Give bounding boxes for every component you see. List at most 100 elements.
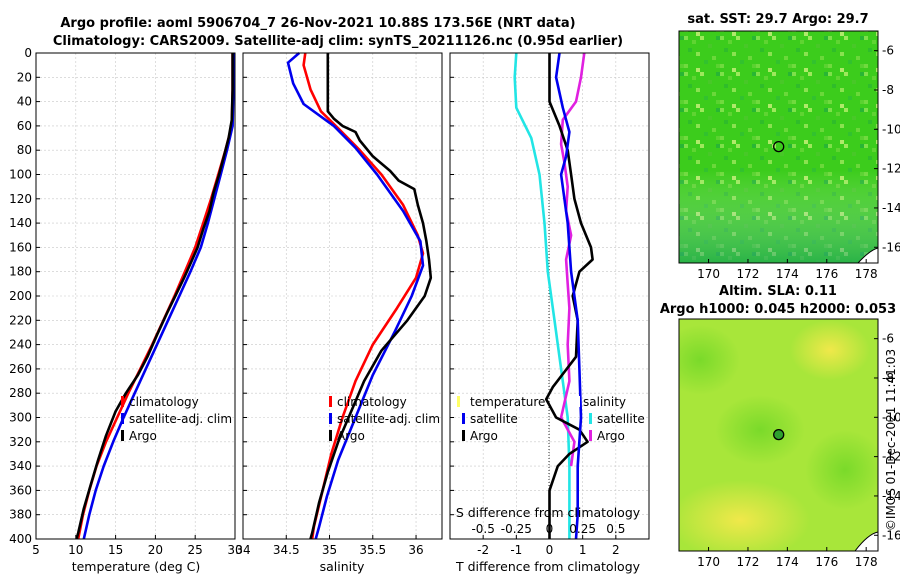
- sla-map-ticks: 170 172 174 176 178 -6 -8 -10 -12 -14 -16: [697, 332, 900, 569]
- difference-top-ticks: -0.5 -0.25 0 0.25 0.5: [471, 522, 625, 536]
- legend-argo-swatch: [329, 430, 332, 441]
- map-y-tick-label: -10: [882, 122, 900, 136]
- map-x-tick-label: 170: [697, 555, 720, 569]
- sla-low-region: [805, 430, 878, 510]
- y-tick-label: 340: [9, 459, 32, 473]
- map-x-tick-label: 176: [815, 555, 838, 569]
- difference-xlabel: T difference from climatology: [455, 559, 641, 574]
- legend-argo: Argo: [337, 429, 365, 443]
- series-line-salinity-argo-satellite: [554, 52, 583, 540]
- map-y-tick-label: -12: [882, 162, 900, 176]
- map-y-tick-label: -12: [882, 450, 900, 464]
- y-tick-label: 40: [17, 95, 32, 109]
- top-x-tick-label: -0.5: [471, 522, 494, 536]
- legend-salinity-swatch: [577, 396, 580, 407]
- y-tick-label: 220: [9, 313, 32, 327]
- argo-location-marker: [773, 140, 785, 153]
- y-tick-label: 20: [17, 70, 32, 84]
- legend-satellite-swatch: [329, 413, 332, 424]
- map-y-tick-label: -8: [882, 83, 894, 97]
- difference-legend-left: temperature satellite Argo: [457, 395, 545, 443]
- top-x-tick-label: 0: [546, 522, 554, 536]
- x-tick-label: 34: [235, 543, 250, 557]
- x-tick-label: 25: [188, 543, 203, 557]
- salinity-panel: 34 34.5 35 35.5 36 salinity climatology sate…: [235, 52, 443, 574]
- y-tick-label: 280: [9, 386, 32, 400]
- x-tick-label: 1: [579, 543, 587, 557]
- sla-map-frame: [678, 318, 879, 552]
- legend-climatology: climatology: [129, 395, 199, 409]
- sst-coastline: [857, 247, 878, 263]
- y-tick-label: 320: [9, 435, 32, 449]
- title-line-1: Argo profile: aoml 5906704_7 26-Nov-2021…: [60, 16, 575, 31]
- salinity-legend: climatology satellite-adj. clim Argo: [329, 395, 440, 443]
- salinity-xlabel: salinity: [320, 559, 365, 574]
- legend-satellite-swatch: [121, 413, 124, 424]
- y-tick-label: 160: [9, 240, 32, 254]
- legend-argo: Argo: [597, 429, 625, 443]
- legend-argo: Argo: [129, 429, 157, 443]
- y-tick-label: 200: [9, 289, 32, 303]
- x-tick-label: -1: [510, 543, 522, 557]
- map-x-tick-label: 172: [737, 555, 760, 569]
- y-tick-label: 0: [24, 46, 32, 60]
- difference-top-xlabel: S difference from climatology: [456, 505, 641, 520]
- legend-satellite-swatch: [462, 413, 465, 424]
- series-line-argo: [309, 53, 433, 540]
- top-x-tick-label: -0.25: [501, 522, 532, 536]
- series-line-satellite-adj-clim: [82, 53, 235, 540]
- map-y-tick-label: -16: [882, 240, 900, 254]
- top-x-tick-label: 0.5: [606, 522, 625, 536]
- y-tick-label: 140: [9, 216, 32, 230]
- x-tick-label: 0: [546, 543, 554, 557]
- x-tick-label: 20: [148, 543, 163, 557]
- sst-map-title: sat. SST: 29.7 Argo: 29.7: [687, 12, 868, 27]
- x-tick-label: 15: [108, 543, 123, 557]
- temperature-lines: [75, 53, 235, 540]
- map-x-tick-label: 174: [776, 267, 799, 281]
- sla-high-region: [790, 320, 870, 380]
- y-tick-label: 300: [9, 411, 32, 425]
- temperature-grid: [35, 52, 236, 540]
- sst-map-ticks: 170 172 174 176 178 -6 -8 -10 -12 -14 -16: [697, 44, 900, 281]
- x-tick-label: 10: [68, 543, 83, 557]
- y-tick-label: 60: [17, 119, 32, 133]
- map-y-tick-label: -14: [882, 201, 900, 215]
- map-x-tick-label: 170: [697, 267, 720, 281]
- y-tick-label: 100: [9, 168, 32, 182]
- series-line-salinity-satellite: [559, 52, 586, 467]
- series-line-satellite-adj-clim: [286, 52, 425, 540]
- legend-satellite-swatch: [589, 413, 592, 424]
- sla-map-title-2: Argo h1000: 0.045 h2000: 0.053: [660, 302, 896, 317]
- difference-lines: [513, 52, 594, 540]
- top-x-tick-label: 0.25: [569, 522, 596, 536]
- sla-coastline: [854, 531, 878, 551]
- sst-map-shading: [679, 31, 878, 263]
- temperature-xlabel: temperature (deg C): [72, 559, 201, 574]
- salinity-ticks: 34 34.5 35 35.5 36: [235, 52, 424, 557]
- temperature-panel: 0 20 40 60 80 100 120 140 160 180 200 220 240 260 280 3…: [9, 46, 243, 574]
- difference-panel: -2 -1 0 1 2 T difference from climatology S …: [449, 52, 650, 574]
- y-tick-label: 380: [9, 508, 32, 522]
- y-tick-label: 240: [9, 338, 32, 352]
- x-tick-label: 34.5: [273, 543, 300, 557]
- map-y-tick-label: -10: [882, 410, 900, 424]
- y-tick-label: 120: [9, 192, 32, 206]
- x-tick-label: 36: [408, 543, 423, 557]
- map-x-tick-label: 176: [815, 267, 838, 281]
- temperature-legend: climatology satellite-adj. clim Argo: [121, 395, 232, 443]
- y-tick-label: 180: [9, 265, 32, 279]
- argo-location-marker: [773, 428, 785, 441]
- salinity-lines: [286, 52, 433, 540]
- sla-low-region: [679, 325, 740, 395]
- x-tick-label: 5: [32, 543, 40, 557]
- x-tick-label: 35.5: [359, 543, 386, 557]
- sla-low-region: [715, 395, 805, 465]
- legend-satellite: satellite: [597, 412, 645, 426]
- y-tick-label: 360: [9, 483, 32, 497]
- difference-grid: [450, 52, 649, 540]
- series-line-argo: [75, 53, 234, 540]
- legend-climatology: climatology: [337, 395, 407, 409]
- legend-argo-swatch: [121, 430, 124, 441]
- x-tick-label: 2: [612, 543, 620, 557]
